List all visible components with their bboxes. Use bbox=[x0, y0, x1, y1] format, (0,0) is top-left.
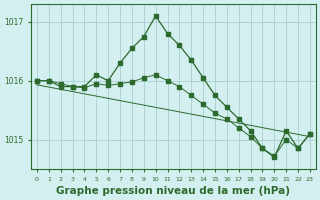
X-axis label: Graphe pression niveau de la mer (hPa): Graphe pression niveau de la mer (hPa) bbox=[56, 186, 291, 196]
